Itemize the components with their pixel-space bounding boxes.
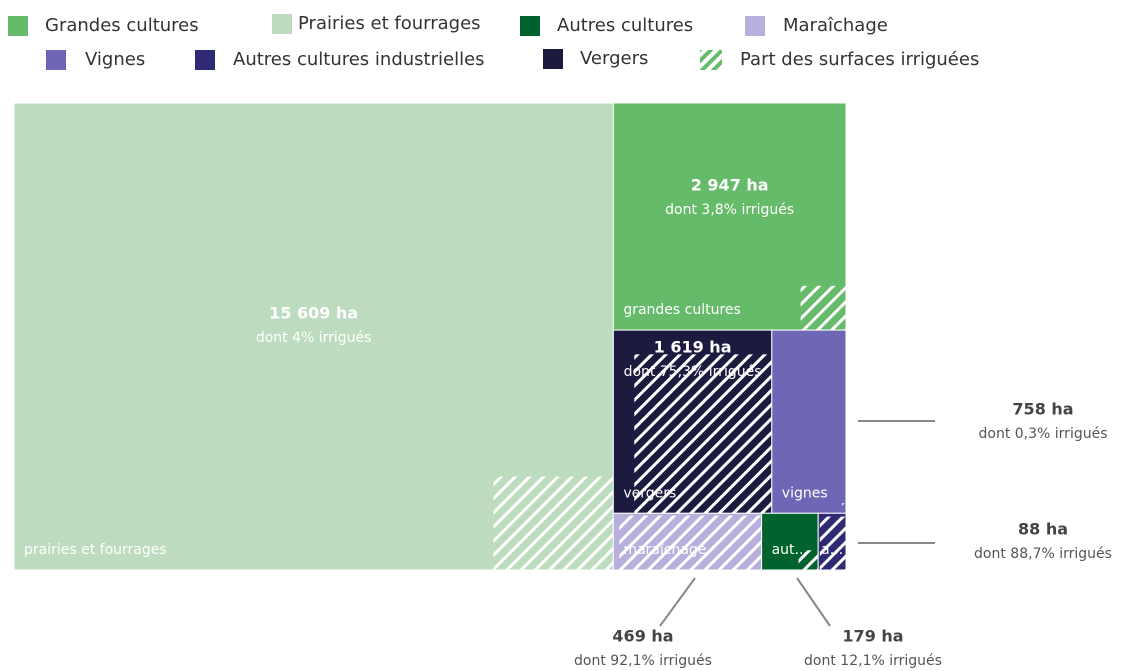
box-label: vergers	[623, 485, 676, 501]
legend-swatch	[272, 14, 292, 34]
value-label: 758 ha	[1012, 400, 1073, 419]
treemap	[13, 102, 847, 571]
legend-swatch	[195, 50, 215, 70]
irrigated-label: dont 92,1% irrigués	[574, 653, 712, 669]
legend-label: Grandes cultures	[45, 15, 199, 36]
legend-label: Vergers	[580, 48, 648, 69]
irrigated-label: dont 12,1% irrigués	[804, 653, 942, 669]
irrigated-hatch	[798, 550, 819, 570]
irrigated-label: dont 3,8% irrigués	[665, 202, 794, 218]
value-label: 2 947 ha	[691, 176, 769, 195]
irrigated-label: dont 88,7% irrigués	[974, 546, 1112, 562]
irrigated-hatch	[819, 516, 846, 570]
box-label: grandes cultures	[623, 302, 741, 318]
box-label: a...	[821, 542, 843, 558]
box-label: vignes	[782, 485, 828, 501]
leader-line	[659, 577, 696, 627]
legend-swatch	[745, 16, 765, 36]
value-label: 88 ha	[1018, 520, 1068, 539]
box-label: prairies et fourrages	[24, 542, 167, 558]
legend-swatch	[543, 49, 563, 69]
irrigated-hatch	[800, 285, 846, 331]
value-label: 469 ha	[612, 627, 673, 646]
legend-label: Autres cultures	[557, 15, 693, 36]
irrigated-hatch	[841, 503, 846, 514]
value-label: 179 ha	[842, 627, 903, 646]
box-label: maraîchage	[623, 542, 706, 558]
leader-line	[796, 577, 831, 627]
legend-label: Autres cultures industrielles	[233, 49, 485, 70]
legend-swatch	[700, 50, 722, 70]
legend-label: Maraîchage	[783, 15, 888, 36]
irrigated-label: dont 0,3% irrigués	[979, 426, 1108, 442]
irrigated-label: dont 4% irrigués	[256, 330, 372, 346]
legend-swatch	[8, 16, 28, 36]
legend-swatch	[520, 16, 540, 36]
labels: prairies et fourrages grandes cultures ver…	[24, 176, 1112, 670]
legend-label: Prairies et fourrages	[298, 13, 481, 34]
irrigated-hatch	[493, 476, 614, 570]
legend-label: Vignes	[85, 49, 145, 70]
value-label: 1 619 ha	[654, 338, 732, 357]
value-label: 15 609 ha	[269, 304, 358, 323]
legend: Grandes cultures Prairies et fourrages Aut…	[8, 13, 979, 70]
legend-label: Part des surfaces irriguées	[740, 49, 979, 70]
irrigated-hatch	[619, 515, 762, 570]
irrigated-label: dont 75,3% irrigués	[624, 364, 762, 380]
irrigated-hatch	[634, 354, 772, 514]
legend-swatch	[46, 50, 66, 70]
treemap-box	[771, 329, 847, 514]
box-label: aut...	[772, 542, 808, 558]
